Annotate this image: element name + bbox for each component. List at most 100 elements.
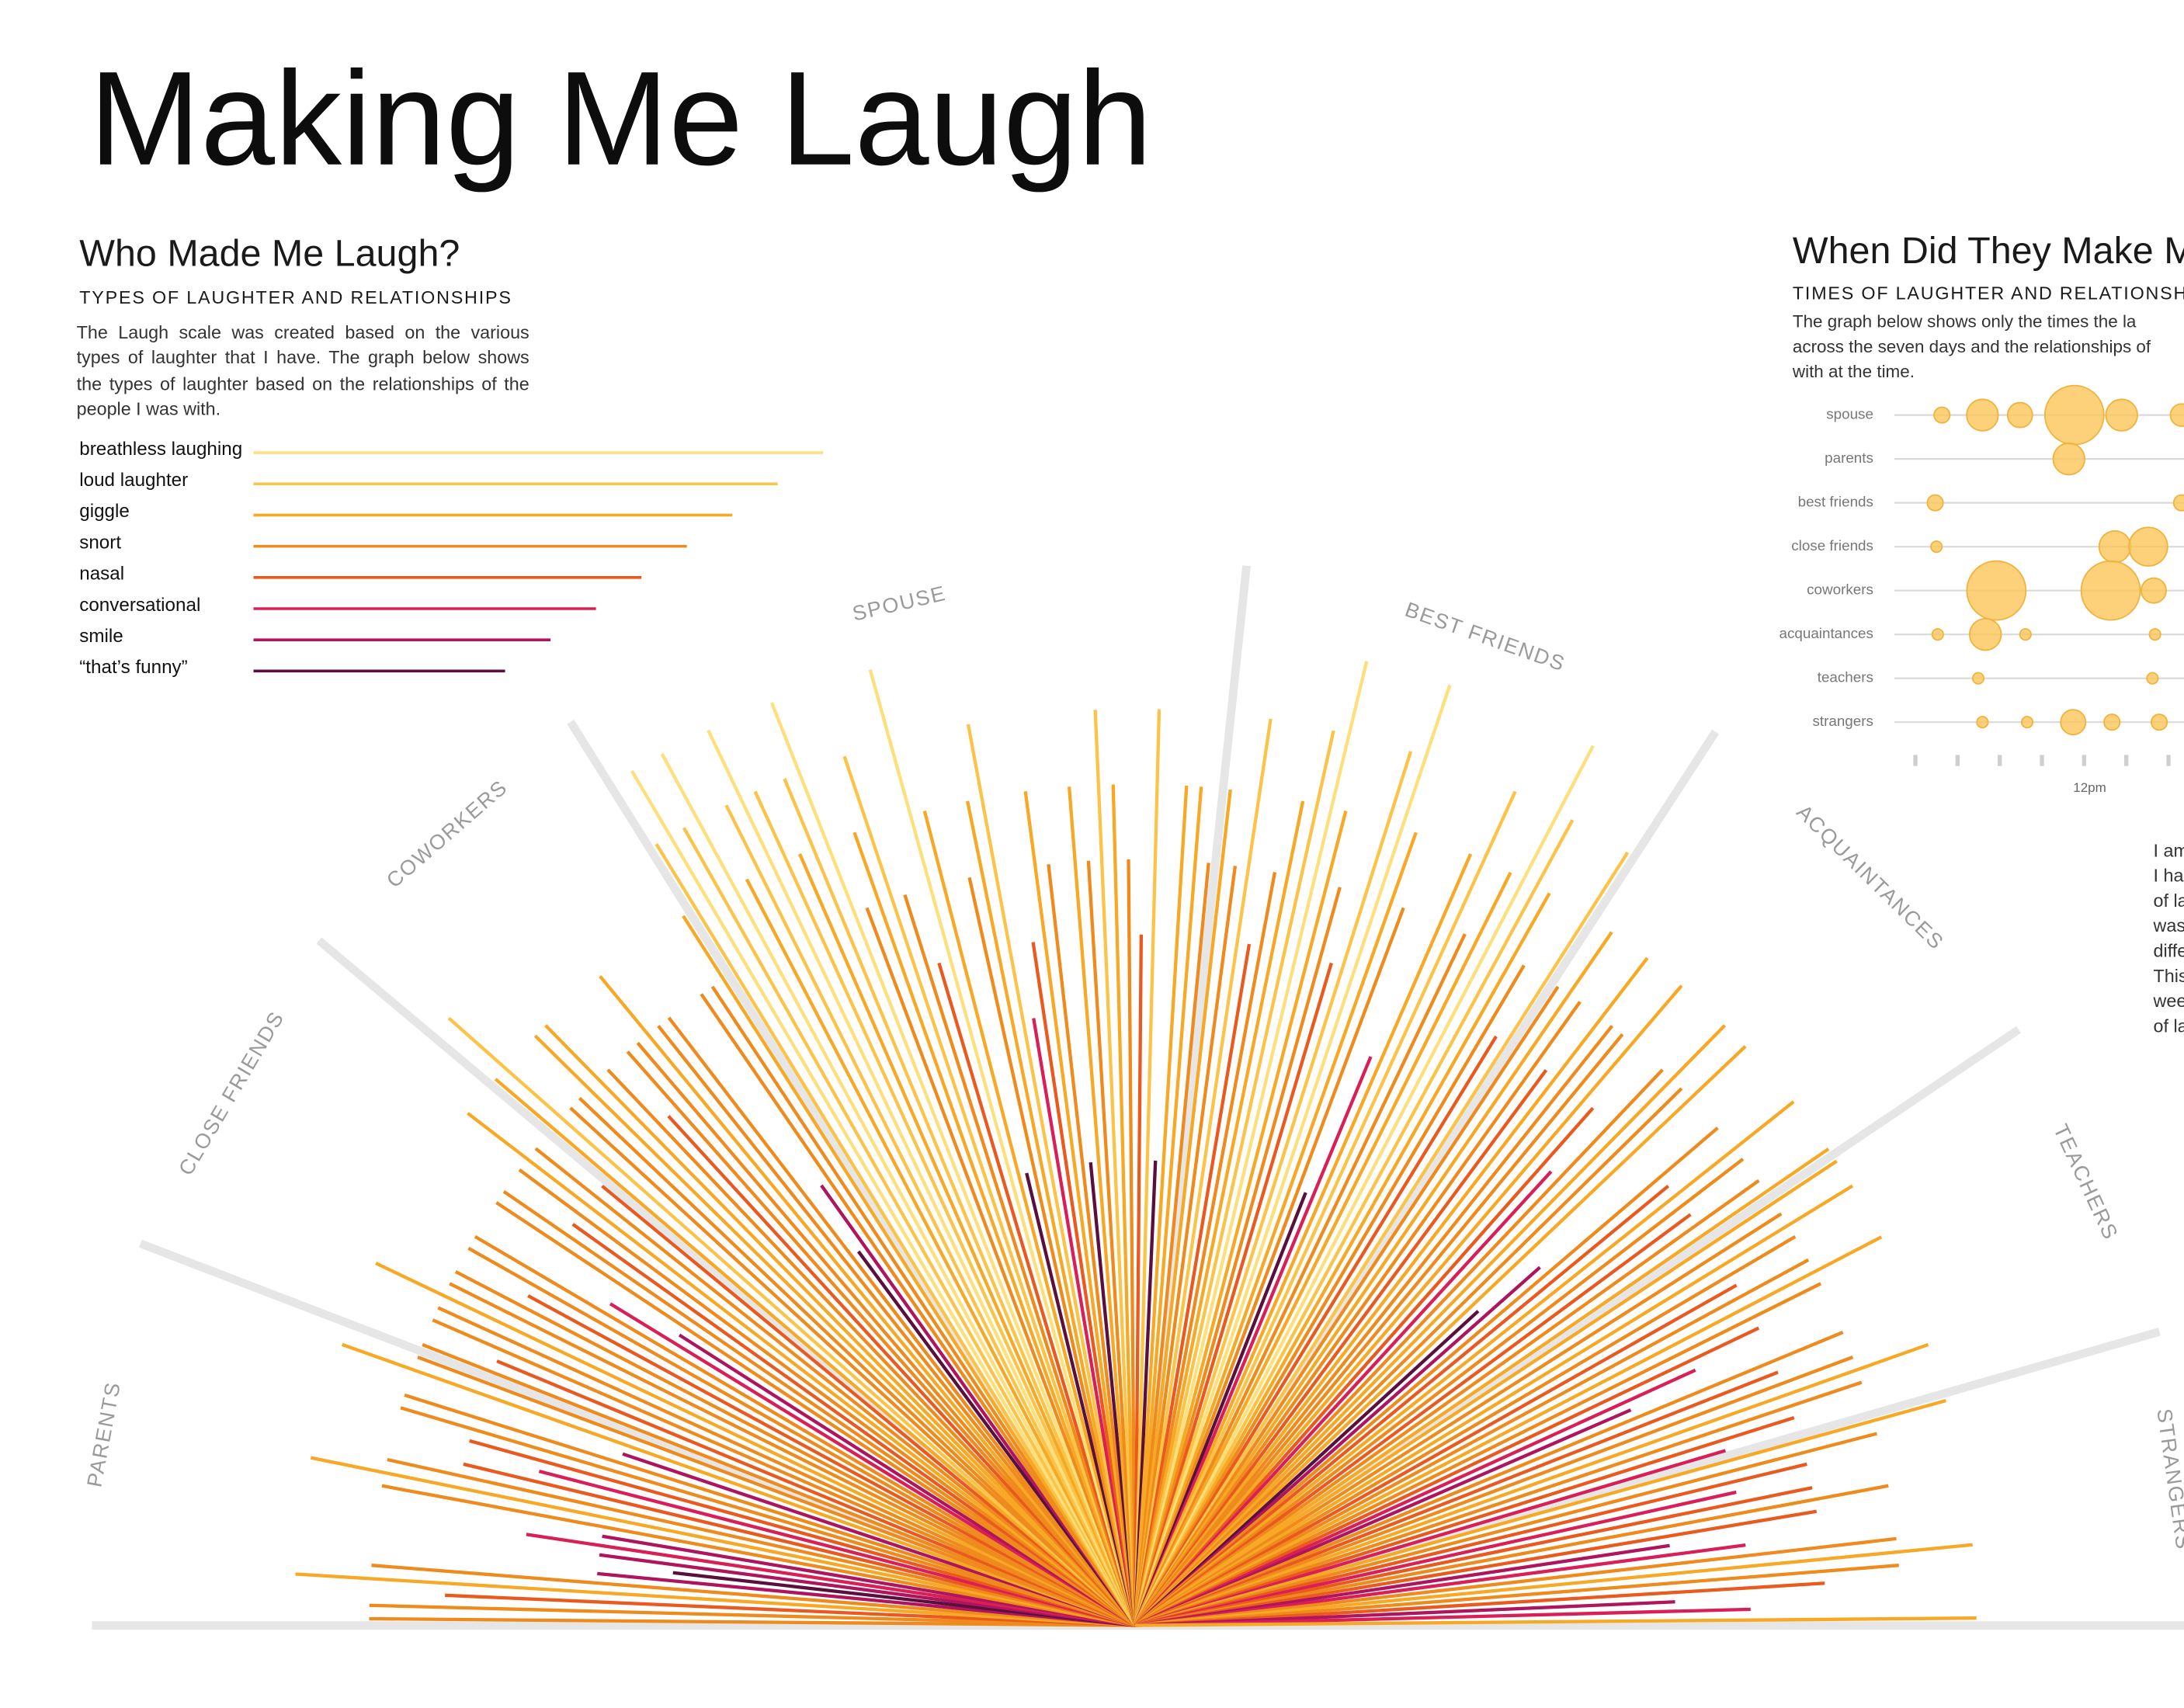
laugh-line	[667, 1016, 1137, 1626]
laugh-line	[369, 1603, 1136, 1627]
bubble	[2060, 709, 2087, 736]
note-line: wee	[2153, 990, 2184, 1012]
laugh-line	[1134, 1184, 1670, 1627]
laugh-line	[422, 1342, 1136, 1627]
laugh-line	[1133, 934, 1144, 1626]
laugh-line	[404, 1393, 1136, 1627]
laugh-line	[387, 1457, 1136, 1627]
laugh-line	[1134, 892, 1551, 1626]
laugh-line	[630, 769, 1137, 1626]
laugh-line	[1134, 1449, 1727, 1627]
bubble	[1966, 560, 2027, 621]
row-label: best friends	[1798, 494, 1873, 510]
laugh-line	[494, 1078, 1137, 1627]
laugh-line	[1134, 1147, 1830, 1627]
laugh-line	[518, 1168, 1137, 1627]
laugh-line	[1134, 1283, 1738, 1627]
laugh-line	[1134, 851, 1630, 1626]
laugh-line	[1134, 1170, 1553, 1627]
laugh-line	[601, 1184, 1137, 1627]
legend-label: giggle	[79, 501, 130, 522]
description-line: The graph below shows only the times the…	[1792, 311, 2137, 332]
laugh-line	[447, 1016, 1137, 1627]
laugh-line	[609, 1302, 1137, 1627]
laugh-line	[1133, 866, 1238, 1626]
laugh-line	[1134, 956, 1649, 1626]
laugh-line	[700, 993, 1137, 1626]
laugh-line	[578, 1096, 1137, 1627]
sector-label: SPOUSE	[850, 581, 949, 626]
laugh-line	[417, 1356, 1136, 1627]
legend-label: loud laughter	[79, 470, 188, 491]
laugh-line	[1134, 1179, 1760, 1627]
bubble	[2148, 628, 2161, 641]
sector-label: COWORKERS	[382, 776, 512, 893]
laugh-line	[1134, 1024, 1727, 1627]
laugh-line	[1134, 819, 1575, 1626]
laugh-line	[1134, 984, 1683, 1627]
laugh-line	[967, 877, 1137, 1626]
laugh-line	[1134, 811, 1348, 1626]
laugh-line	[381, 1484, 1136, 1627]
description-line: across the seven days and the relationsh…	[1792, 337, 2151, 357]
section-description: The Laugh scale was created based on the…	[76, 321, 530, 419]
legend-label: nasal	[79, 564, 124, 585]
laugh-line	[1134, 1045, 1747, 1627]
laugh-line	[1135, 1616, 1977, 1627]
laugh-line	[1134, 1462, 1807, 1627]
sector-label: BEST FRIENDS	[1402, 598, 1568, 676]
bubble	[2146, 672, 2159, 685]
laugh-line	[502, 1189, 1137, 1627]
bubble	[1966, 398, 1999, 432]
laugh-line	[1134, 962, 1333, 1626]
laugh-line	[1067, 786, 1137, 1626]
laugh-line	[1134, 985, 1560, 1626]
laugh-line	[868, 669, 1137, 1626]
laugh-line	[655, 842, 1137, 1626]
laugh-line	[1133, 863, 1210, 1626]
x-tick-label: 12pm	[2073, 780, 2106, 795]
laugh-line	[1134, 751, 1413, 1626]
bubble	[2052, 442, 2085, 476]
row-label: acquaintances	[1779, 625, 1873, 641]
laugh-line	[534, 1147, 1137, 1627]
laugh-line	[1134, 1127, 1719, 1627]
laugh-line	[1134, 1056, 1373, 1626]
laugh-line	[865, 907, 1137, 1626]
laugh-line	[1134, 964, 1526, 1626]
laugh-line	[842, 755, 1137, 1626]
bubble	[2006, 401, 2033, 429]
laugh-line	[375, 1262, 1137, 1627]
laugh-line	[1135, 1607, 1751, 1627]
laugh-line	[1134, 800, 1305, 1626]
row-label: parents	[1825, 450, 1873, 466]
laugh-line	[1134, 1068, 1664, 1627]
laugh-line	[1133, 943, 1252, 1626]
laugh-line	[1134, 871, 1512, 1626]
laugh-line	[1133, 718, 1273, 1626]
laugh-line	[852, 831, 1137, 1626]
laugh-line	[1134, 1184, 1854, 1627]
laugh-line	[667, 1115, 1137, 1627]
sector-label: STRANGERS	[2152, 1408, 2184, 1552]
laugh-line	[1032, 1018, 1137, 1626]
bubble	[2098, 529, 2132, 564]
laugh-line	[463, 1462, 1136, 1627]
laugh-line	[1134, 1326, 1760, 1627]
laugh-line	[569, 1106, 1137, 1627]
laugh-line	[1134, 1282, 1822, 1627]
laugh-line	[599, 975, 1137, 1626]
laugh-line	[544, 1024, 1137, 1627]
note-line: This	[2153, 965, 2184, 987]
note-line: diffe	[2153, 939, 2184, 961]
laugh-line	[1134, 1398, 1946, 1627]
laugh-line	[1134, 1213, 1692, 1627]
laugh-line	[783, 778, 1137, 1626]
bubble	[1931, 628, 1944, 641]
laugh-line	[1134, 1484, 1889, 1627]
laugh-line	[922, 811, 1137, 1626]
laugh-line	[1134, 1543, 1746, 1627]
bubble	[2080, 560, 2141, 621]
laugh-line	[682, 915, 1137, 1626]
